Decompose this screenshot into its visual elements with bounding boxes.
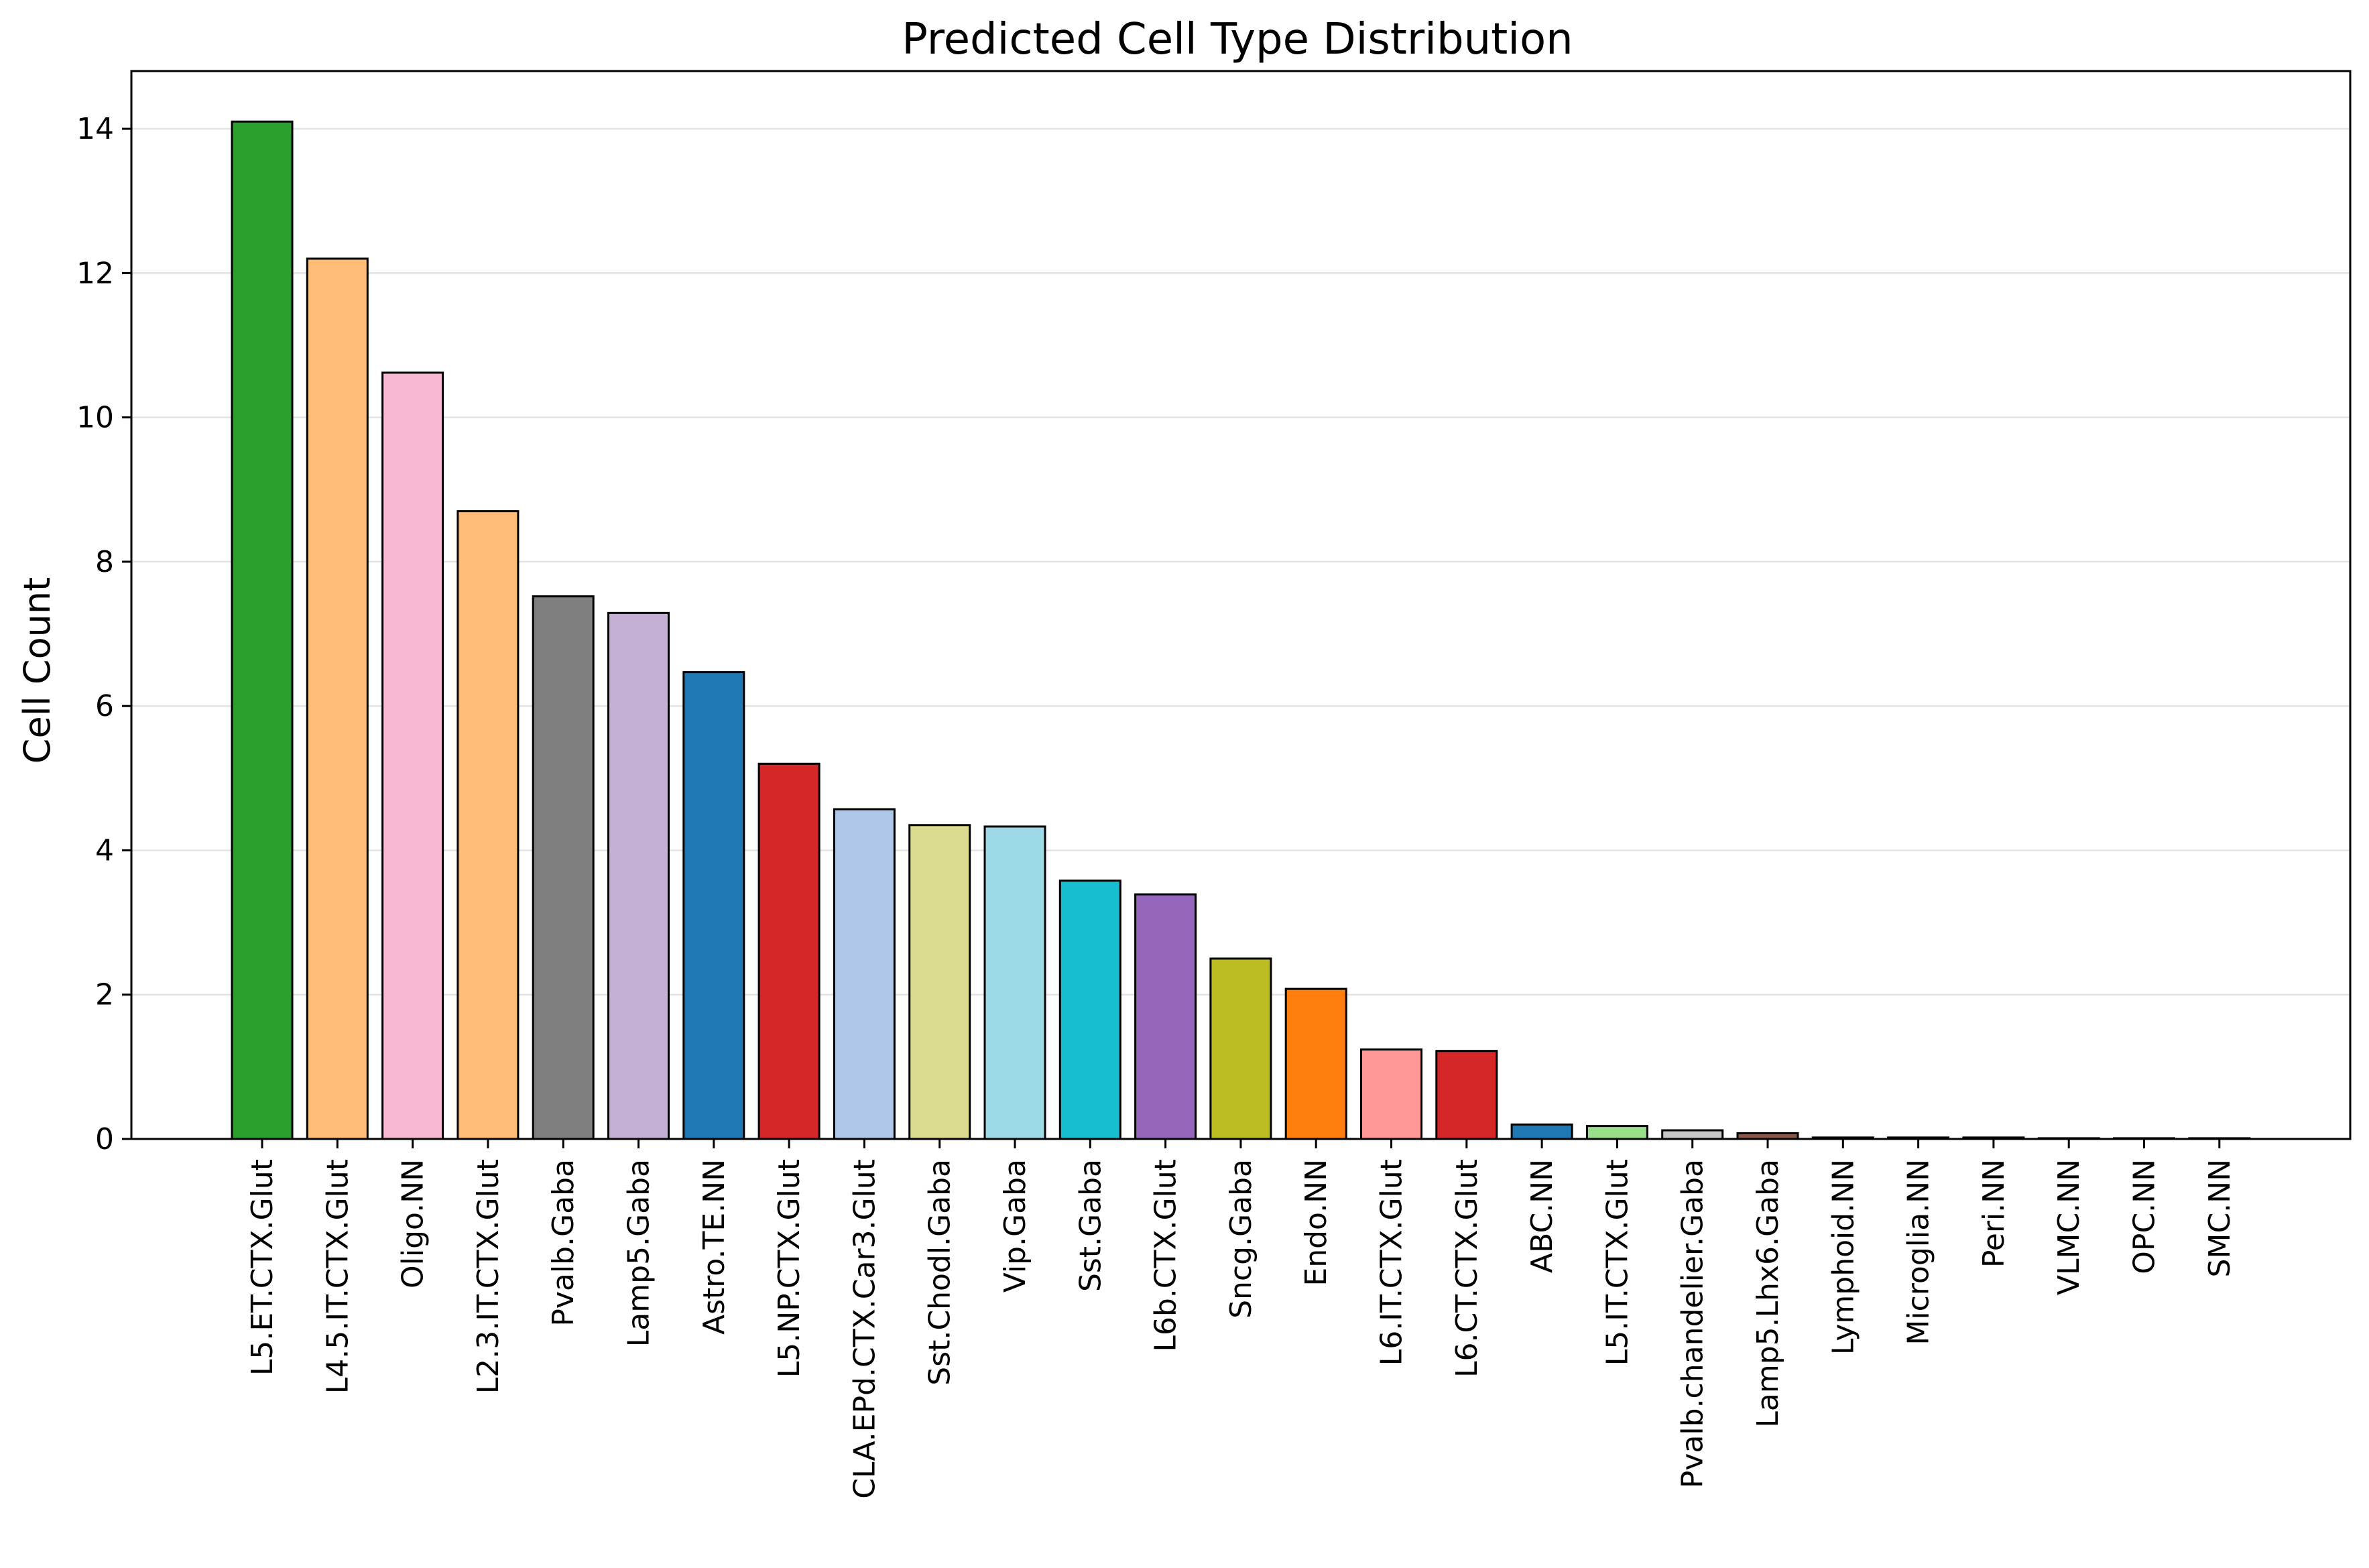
bar-l5-it-ctx-glut bbox=[1585, 1125, 1648, 1140]
y-tick-label: 4 bbox=[95, 833, 114, 867]
x-tick-label: L5.NP.CTX.Glut bbox=[772, 1159, 806, 1378]
bar-pvalb-gaba bbox=[532, 595, 595, 1140]
x-tick-label: ABC.NN bbox=[1525, 1159, 1559, 1273]
bar-vip-gaba bbox=[983, 825, 1046, 1140]
bar-sncg-gaba bbox=[1209, 957, 1272, 1140]
bar-astro-te-nn bbox=[682, 671, 745, 1140]
chart-title: Predicted Cell Type Distribution bbox=[902, 15, 1573, 64]
y-tick-label: 2 bbox=[95, 978, 114, 1012]
y-tick-label: 0 bbox=[95, 1122, 114, 1156]
x-tick-label: Endo.NN bbox=[1299, 1159, 1333, 1286]
x-tick-label: Pvalb.Gaba bbox=[546, 1159, 581, 1327]
y-tick-label: 6 bbox=[95, 689, 114, 723]
x-tick-label: Sst.Gaba bbox=[1073, 1159, 1107, 1292]
bar-l6b-ctx-glut bbox=[1134, 893, 1197, 1140]
bar-sst-chodl-gaba bbox=[908, 824, 971, 1140]
x-tick-label: Lymphoid.NN bbox=[1826, 1159, 1860, 1355]
x-tick-label: Astro.TE.NN bbox=[697, 1159, 731, 1335]
x-tick-label: Sncg.Gaba bbox=[1224, 1159, 1258, 1319]
plot-frame bbox=[130, 70, 2352, 1140]
bar-l5-np-ctx-glut bbox=[757, 762, 821, 1140]
y-tick-label: 14 bbox=[76, 112, 114, 146]
x-tick-label: Lamp5.Gaba bbox=[622, 1159, 656, 1347]
bar-pvalb-chandelier-gaba bbox=[1661, 1129, 1724, 1140]
bar-sst-gaba bbox=[1058, 880, 1121, 1140]
y-tick-label: 10 bbox=[76, 401, 114, 435]
x-tick-label: Lamp5.Lhx6.Gaba bbox=[1751, 1159, 1785, 1428]
x-tick-label: L5.IT.CTX.Glut bbox=[1600, 1159, 1634, 1366]
y-tick-label: 12 bbox=[76, 256, 114, 290]
bar-l6-ct-ctx-glut bbox=[1435, 1050, 1498, 1140]
bar-lamp5-gaba bbox=[607, 611, 670, 1140]
y-axis-ticks: 0 2 4 6 8 10 12 14 bbox=[76, 112, 131, 1156]
bar-l5-et-ctx-glut bbox=[231, 120, 294, 1140]
y-axis-label: Cell Count bbox=[16, 577, 58, 764]
x-tick-label: L2.3.IT.CTX.Glut bbox=[471, 1159, 505, 1394]
x-tick-label: Peri.NN bbox=[1977, 1159, 2011, 1268]
y-tick-label: 8 bbox=[95, 545, 114, 579]
x-tick-label: L6.IT.CTX.Glut bbox=[1375, 1159, 1409, 1366]
x-tick-label: Sst.Chodl.Gaba bbox=[923, 1159, 957, 1386]
bar-cla-epd-ctx-car3-glut bbox=[833, 808, 896, 1140]
bar-oligo-nn bbox=[381, 371, 444, 1140]
x-tick-label: L5.ET.CTX.Glut bbox=[245, 1159, 280, 1376]
x-tick-label: Oligo.NN bbox=[396, 1159, 430, 1288]
x-tick-label: VLMC.NN bbox=[2052, 1159, 2086, 1295]
x-tick-label: Microglia.NN bbox=[1902, 1159, 1936, 1345]
x-tick-label: OPC.NN bbox=[2128, 1159, 2162, 1274]
bar-l4-5-it-ctx-glut bbox=[306, 257, 369, 1140]
bar-abc-nn bbox=[1510, 1123, 1573, 1140]
x-tick-label: L6b.CTX.Glut bbox=[1149, 1159, 1183, 1352]
bar-endo-nn bbox=[1284, 987, 1347, 1140]
x-tick-label: L4.5.IT.CTX.Glut bbox=[320, 1159, 355, 1394]
bar-l6-it-ctx-glut bbox=[1360, 1048, 1422, 1140]
x-tick-label: CLA.EPd.CTX.Car3.Glut bbox=[847, 1159, 882, 1499]
x-tick-label: Pvalb.chandelier.Gaba bbox=[1676, 1159, 1710, 1488]
bars bbox=[231, 120, 2251, 1140]
x-axis-ticks: L5.ET.CTX.Glut L4.5.IT.CTX.Glut Oligo.NN L2… bbox=[245, 1139, 2237, 1499]
x-tick-label: L6.CT.CTX.Glut bbox=[1450, 1159, 1484, 1378]
x-tick-label: Vip.Gaba bbox=[998, 1159, 1032, 1292]
x-tick-label: SMC.NN bbox=[2203, 1159, 2237, 1277]
bar-l2-3-it-ctx-glut bbox=[457, 510, 520, 1140]
